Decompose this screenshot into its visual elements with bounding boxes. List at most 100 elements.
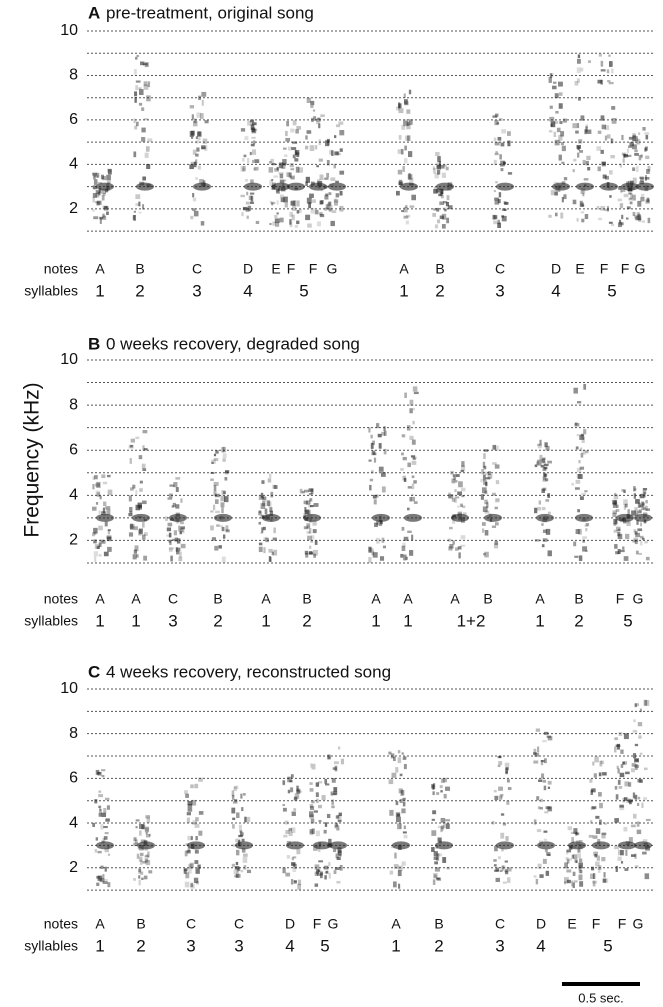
spectrogram-speck (378, 443, 382, 449)
spectrogram-speck (282, 803, 285, 807)
spectrogram-speck (265, 537, 269, 543)
spectrogram-speck (292, 141, 298, 144)
spectrogram-speck (495, 522, 499, 526)
spectrogram-speck (643, 797, 648, 800)
spectrogram-speck (325, 870, 328, 874)
spectrogram-speck (582, 159, 586, 165)
spectrogram-speck (311, 117, 314, 123)
spectrogram-speck (607, 80, 611, 83)
spectrogram-speck (579, 881, 584, 887)
spectrogram-speck (168, 548, 173, 552)
spectrogram-speck (327, 756, 332, 759)
spectrogram-speck (440, 191, 443, 196)
spectrogram-speck (570, 831, 575, 834)
note-label: E (567, 916, 576, 932)
spectrogram-speck (402, 831, 407, 834)
spectrogram-speck (223, 534, 226, 539)
spectrogram-speck (335, 180, 339, 183)
note-label: F (600, 261, 609, 277)
spectrogram-speck (97, 772, 101, 775)
spectrogram-speck (378, 466, 384, 472)
harmonic (496, 841, 514, 850)
spectrogram-speck (326, 813, 331, 819)
spectrogram-speck (128, 532, 134, 537)
spectrogram-speck (493, 159, 497, 166)
spectrogram-speck (306, 197, 312, 204)
spectrogram-speck (297, 883, 301, 890)
spectrogram-speck (597, 867, 601, 873)
harmonic (552, 182, 570, 191)
spectrogram-speck (411, 534, 414, 541)
spectrogram-speck (564, 881, 567, 885)
spectrogram-speck (312, 199, 316, 203)
spectrogram-speck (373, 457, 377, 463)
spectrogram-speck (639, 535, 644, 539)
spectrogram-speck (141, 877, 144, 880)
syllable-label: 2 (435, 281, 444, 300)
spectrogram-speck (494, 197, 499, 201)
spectrogram-speck (437, 853, 443, 857)
spectrogram-speck (331, 778, 336, 783)
spectrogram-speck (166, 534, 170, 537)
spectrogram-speck (641, 501, 645, 506)
spectrogram-speck (296, 220, 300, 225)
spectrogram-speck (545, 478, 549, 482)
spectrogram-speck (543, 473, 548, 477)
spectrogram-speck (134, 839, 138, 844)
spectrogram-speck (398, 865, 403, 872)
spectrogram-speck (313, 553, 316, 558)
spectrogram-speck (622, 797, 626, 803)
spectrogram-speck (606, 206, 610, 212)
y-tick-label: 6 (69, 770, 78, 787)
spectrogram-speck (577, 401, 582, 404)
spectrogram-speck (210, 510, 214, 513)
spectrogram-speck (143, 84, 149, 90)
spectrogram-speck (320, 200, 324, 204)
spectrogram-speck (397, 149, 402, 154)
spectrogram-speck (505, 771, 508, 775)
spectrogram-speck (262, 500, 266, 507)
spectrogram-speck (184, 850, 188, 857)
spectrogram-speck (505, 768, 508, 774)
spectrogram-speck (533, 752, 537, 755)
spectrogram-speck (634, 149, 638, 153)
spectrogram-speck (102, 874, 105, 879)
spectrogram-speck (505, 766, 509, 770)
spectrogram-speck (457, 505, 460, 508)
spectrogram-speck (449, 544, 454, 549)
spectrogram-speck (397, 823, 402, 830)
spectrogram-speck (401, 752, 404, 755)
spectrogram-speck (542, 858, 547, 864)
spectrogram-speck (537, 443, 540, 447)
harmonic (621, 182, 639, 191)
spectrogram-speck (176, 550, 180, 555)
spectrogram-speck (309, 499, 312, 505)
spectrogram-speck (281, 162, 286, 167)
spectrogram-speck (547, 550, 552, 557)
spectrogram-speck (622, 546, 625, 550)
spectrogram-speck (222, 453, 227, 459)
spectrogram-speck (440, 194, 444, 199)
spectrogram-speck (623, 504, 626, 510)
spectrogram-speck (133, 118, 136, 124)
note-label: A (391, 916, 401, 932)
spectrogram-speck (632, 167, 636, 172)
spectrogram-speck (250, 195, 254, 202)
spectrogram-speck (145, 859, 151, 866)
spectrogram-speck (293, 808, 297, 811)
spectrogram-speck (493, 220, 498, 225)
spectrogram-speck (96, 172, 100, 178)
spectrogram-speck (400, 149, 404, 155)
spectrogram-speck (268, 473, 272, 479)
spectrogram-speck (615, 794, 619, 800)
spectrogram-speck (325, 193, 329, 197)
y-tick-label: 8 (69, 396, 78, 413)
spectrogram-speck (197, 864, 201, 869)
spectrogram-speck (402, 166, 405, 172)
spectrogram-speck (617, 856, 622, 861)
spectrogram-speck (312, 529, 317, 534)
spectrogram-speck (383, 426, 386, 432)
note-label: F (621, 261, 630, 277)
spectrogram-speck (413, 391, 419, 395)
spectrogram-speck (323, 829, 327, 834)
